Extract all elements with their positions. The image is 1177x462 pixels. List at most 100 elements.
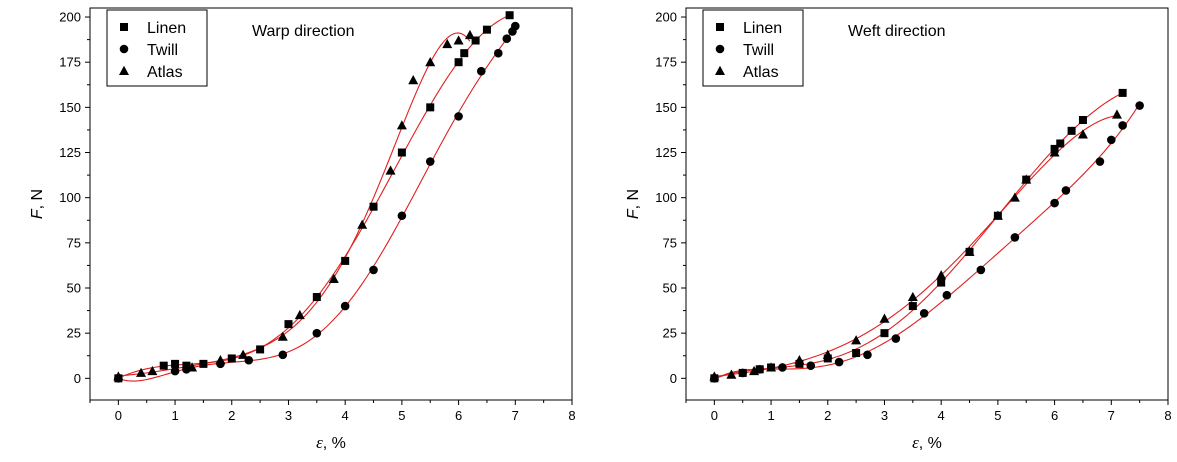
data-point-atlas (187, 362, 198, 372)
data-point-atlas (385, 165, 396, 175)
data-point-twill (1010, 233, 1020, 242)
x-tick-label: 3 (881, 408, 888, 423)
data-point-twill (778, 363, 787, 372)
data-point-twill (340, 301, 350, 311)
data-point-atlas (113, 371, 124, 381)
y-axis-unit: , N (29, 189, 46, 209)
data-point-twill (278, 350, 288, 360)
data-point-atlas (936, 270, 947, 280)
data-point-twill (1106, 135, 1116, 145)
legend-label-twill: Twill (147, 42, 178, 59)
data-point-linen (1056, 139, 1065, 148)
y-tick-label: 50 (67, 281, 81, 296)
y-tick-label: 175 (59, 55, 81, 70)
data-point-linen (171, 359, 180, 368)
data-point-atlas (215, 355, 226, 365)
data-point-atlas (1009, 192, 1020, 202)
data-point-linen (454, 58, 463, 67)
fit-curve-twill (714, 103, 1141, 380)
data-point-atlas (147, 365, 158, 376)
data-point-atlas (1021, 174, 1032, 184)
data-point-twill (834, 357, 844, 367)
y-tick-label: 175 (655, 55, 677, 70)
data-point-linen (199, 359, 208, 368)
x-tick-label: 5 (398, 408, 405, 423)
data-point-twill (863, 350, 872, 360)
data-point-atlas (464, 29, 475, 40)
x-tick-label: 4 (938, 408, 945, 423)
x-tick-label: 7 (1108, 408, 1115, 423)
data-point-linen (426, 103, 435, 112)
x-tick-label: 8 (1164, 408, 1171, 423)
data-point-twill (425, 157, 435, 166)
data-point-atlas (907, 291, 918, 302)
y-tick-label: 25 (663, 326, 677, 341)
data-point-twill (806, 361, 816, 370)
fit-curve-linen (714, 92, 1123, 380)
y-tick-label: 150 (655, 100, 677, 115)
data-point-twill (891, 334, 901, 343)
data-point-atlas (992, 210, 1003, 220)
x-tick-label: 0 (115, 408, 122, 423)
data-point-linen (482, 25, 491, 34)
data-point-twill (1118, 121, 1127, 130)
legend-label-linen: Linen (743, 20, 782, 37)
data-point-twill (454, 112, 463, 121)
data-point-twill (755, 364, 765, 374)
data-point-linen (880, 329, 889, 338)
data-point-atlas (425, 56, 436, 67)
data-point-atlas (851, 335, 862, 345)
y-tick-label: 150 (59, 100, 81, 115)
data-point-atlas (822, 349, 833, 359)
data-point-atlas (277, 331, 288, 341)
data-point-twill (502, 34, 512, 44)
x-tick-label: 1 (171, 408, 178, 423)
y-tick-label: 50 (663, 281, 677, 296)
y-tick-label: 75 (67, 235, 81, 250)
y-tick-label: 125 (655, 145, 677, 160)
x-tick-label: 2 (824, 408, 831, 423)
legend-marker-twill (119, 44, 129, 54)
x-tick-label: 8 (568, 408, 575, 423)
y-tick-label: 200 (655, 10, 677, 25)
data-point-atlas (408, 75, 419, 85)
plot-frame (685, 7, 1169, 401)
data-point-atlas (1111, 109, 1122, 119)
y-tick-label: 200 (59, 10, 81, 25)
chart-panel-2: 0 1 2 3 4 5 6 7 8 0 25 50 75 100 125 150 175 200 ε, % F, N L… (625, 7, 1172, 452)
data-point-linen (284, 320, 293, 329)
legend-label-atlas: Atlas (743, 64, 779, 81)
data-point-twill (738, 368, 748, 378)
data-point-twill (1061, 186, 1071, 195)
data-point-twill (1135, 101, 1144, 110)
panel-annotation: Warp direction (252, 23, 355, 40)
legend-marker-atlas (119, 65, 129, 75)
y-tick-label: 100 (59, 190, 81, 205)
data-point-twill (1050, 198, 1059, 208)
x-tick-label: 2 (228, 408, 235, 423)
data-point-atlas (879, 313, 890, 323)
data-point-atlas (294, 309, 305, 320)
legend-label-twill: Twill (743, 42, 774, 59)
data-point-atlas (328, 273, 339, 283)
data-point-atlas (1049, 147, 1060, 157)
data-point-linen (1118, 88, 1127, 97)
legend-marker-linen (716, 23, 724, 31)
data-point-twill (510, 21, 520, 31)
data-point-linen (471, 36, 480, 45)
data-point-atlas (357, 219, 368, 229)
legend-label-atlas: Atlas (147, 64, 183, 81)
data-point-atlas (964, 246, 975, 256)
legend-label-linen: Linen (147, 20, 186, 37)
x-tick-label: 7 (512, 408, 519, 423)
y-tick-label: 75 (663, 235, 677, 250)
data-point-atlas (1077, 129, 1088, 139)
data-point-twill (476, 66, 486, 76)
data-point-linen (312, 293, 321, 302)
x-axis-label: ε, % (912, 433, 942, 452)
x-tick-label: 4 (342, 408, 349, 423)
data-point-atlas (442, 38, 453, 49)
data-point-linen (341, 256, 350, 265)
data-point-twill (942, 290, 952, 300)
